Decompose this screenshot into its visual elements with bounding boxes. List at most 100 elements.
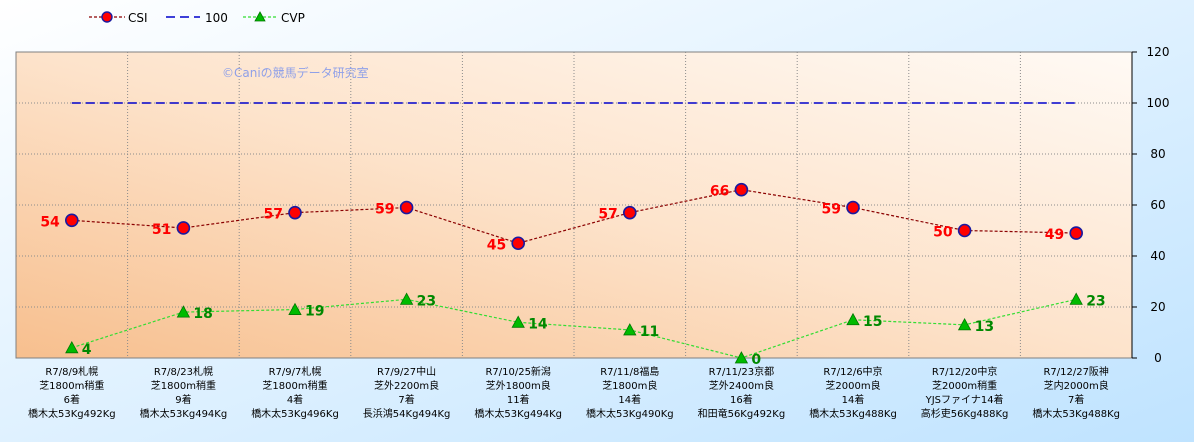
csi-data-label: 59: [822, 202, 841, 218]
csi-point: [957, 223, 972, 238]
csi-point: [176, 221, 191, 235]
x-tick-label: 16着: [730, 393, 753, 406]
cvp-data-label: 19: [305, 304, 324, 320]
csi-point: [511, 236, 526, 251]
cvp-point: [623, 323, 637, 336]
cvp-point: [399, 292, 414, 305]
csi-point: [288, 205, 302, 220]
y-tick-label: 100: [1147, 96, 1170, 110]
csi-data-label: 59: [375, 202, 394, 218]
cvp-line: [71, 298, 1077, 359]
x-tick-label: 11着: [507, 393, 530, 406]
legend-csi-marker: [101, 11, 113, 23]
x-tick-label: 4着: [287, 393, 303, 406]
x-tick-label: 芝外2400m良: [709, 379, 774, 392]
csi-data-label: 54: [40, 214, 60, 230]
x-tick-label: 橋木太53Kg490Kg: [586, 407, 674, 420]
cvp-point: [511, 315, 525, 328]
cvp-point: [957, 318, 972, 331]
cvp-data-label: 11: [640, 324, 659, 340]
y-tick-label: 20: [1150, 300, 1165, 314]
legend-cvp-label: CVP: [281, 11, 305, 25]
csi-data-label: 51: [152, 222, 171, 238]
x-tick-label: R7/12/27阪神: [1043, 365, 1109, 378]
x-tick-label: R7/11/23京都: [709, 365, 775, 378]
csi-data-label: 50: [933, 225, 953, 241]
legend-csi-label: CSI: [128, 11, 148, 25]
y-axis: 0 20 40 60 80 100 120: [1131, 45, 1170, 365]
csi-point: [622, 205, 637, 220]
x-tick-label: 橋木太53Kg488Kg: [1032, 407, 1120, 420]
series: 4 18 19 23 14 11 0 15 13 23 54 51 57 59 45 57 66 59 50 49: [40, 102, 1106, 368]
csi-data-label: 49: [1045, 227, 1064, 243]
x-tick-label: R7/9/7札幌: [269, 365, 322, 378]
x-tick-label: 芝外2200m良: [374, 379, 439, 392]
x-tick-label: R7/9/27中山: [377, 365, 436, 378]
legend-cvp-marker: [254, 11, 266, 22]
cvp-data-label: 23: [417, 293, 436, 309]
cvp-point: [288, 302, 302, 315]
x-tick-label: R7/12/6中京: [823, 365, 882, 378]
csi-point: [65, 213, 79, 228]
x-tick-label: R7/10/25新潟: [485, 365, 551, 378]
cvp-point: [846, 312, 860, 326]
cvp-data-label: 14: [528, 316, 548, 332]
csi-data-label: 57: [598, 207, 617, 223]
csi-point: [1069, 226, 1083, 240]
x-tick-label: 7着: [398, 393, 414, 406]
x-tick-label: 和田竜56Kg492Kg: [698, 407, 786, 420]
x-tick-label: 橋木太53Kg494Kg: [474, 407, 562, 420]
cvp-data-label: 4: [82, 342, 92, 358]
cvp-data-label: 0: [751, 352, 761, 368]
csi-point: [399, 200, 414, 215]
x-tick-label: 橋木太53Kg492Kg: [28, 407, 116, 420]
x-tick-label: 9着: [175, 393, 191, 406]
csi-data-label: 45: [487, 237, 506, 253]
grid: [16, 52, 1132, 358]
x-tick-label: 長浜鴻54Kg494Kg: [363, 407, 451, 420]
x-tick-label: 橋木太53Kg496Kg: [251, 407, 339, 420]
x-tick-label: 芝外1800m良: [486, 379, 551, 392]
x-tick-label: 高杉吏56Kg488Kg: [921, 407, 1009, 420]
y-tick-label: 0: [1154, 351, 1162, 365]
x-tick-label: 芝2000m良: [825, 379, 880, 392]
watermark: ©Caniの競馬データ研究室: [222, 65, 369, 80]
csi-line: [71, 189, 1077, 244]
x-tick-label: R7/12/20中京: [932, 365, 998, 378]
x-tick-label: 芝内2000m良: [1044, 379, 1109, 392]
x-tick-label: 芝1800m稍重: [262, 379, 327, 392]
cvp-point: [734, 351, 749, 364]
x-tick-label: 芝1800m稍重: [39, 379, 104, 392]
cvp-data-label: 23: [1086, 293, 1105, 309]
csi-point: [734, 182, 749, 197]
x-tick-label: 芝1800m稍重: [151, 379, 216, 392]
y-tick-label: 60: [1150, 198, 1165, 212]
cvp-data-label: 13: [975, 319, 994, 335]
cvp-data-label: 15: [863, 314, 882, 330]
cvp-point: [65, 340, 79, 354]
x-tick-label: R7/11/8福島: [600, 365, 659, 378]
x-tick-label: 7着: [1068, 393, 1084, 406]
legend-100-label: 100: [205, 11, 228, 25]
csi-data-label: 57: [264, 207, 283, 223]
x-axis-labels: R7/8/9札幌芝1800m稍重6着橋木太53Kg492KgR7/8/23札幌芝…: [28, 365, 1120, 420]
csi-data-label: 66: [710, 184, 729, 200]
x-tick-label: 芝1800m良: [602, 379, 657, 392]
y-tick-label: 40: [1150, 249, 1165, 263]
y-tick-label: 80: [1150, 147, 1165, 161]
cvp-point: [1069, 292, 1083, 305]
cvp-point: [176, 305, 191, 318]
legend: CSI 100 CVP: [89, 11, 305, 25]
y-tick-label: 120: [1147, 45, 1170, 59]
csi-point: [846, 200, 860, 215]
x-tick-label: 橋木太53Kg488Kg: [809, 407, 897, 420]
x-tick-label: YJSファイナ14着: [925, 393, 1004, 406]
x-tick-label: R7/8/9札幌: [45, 365, 98, 378]
x-tick-label: 14着: [618, 393, 641, 406]
x-tick-label: R7/8/23札幌: [154, 365, 213, 378]
x-tick-label: 橋木太53Kg494Kg: [140, 407, 228, 420]
x-tick-label: 芝2000m稍重: [932, 379, 997, 392]
x-tick-label: 14着: [842, 393, 865, 406]
cvp-data-label: 18: [193, 306, 212, 322]
